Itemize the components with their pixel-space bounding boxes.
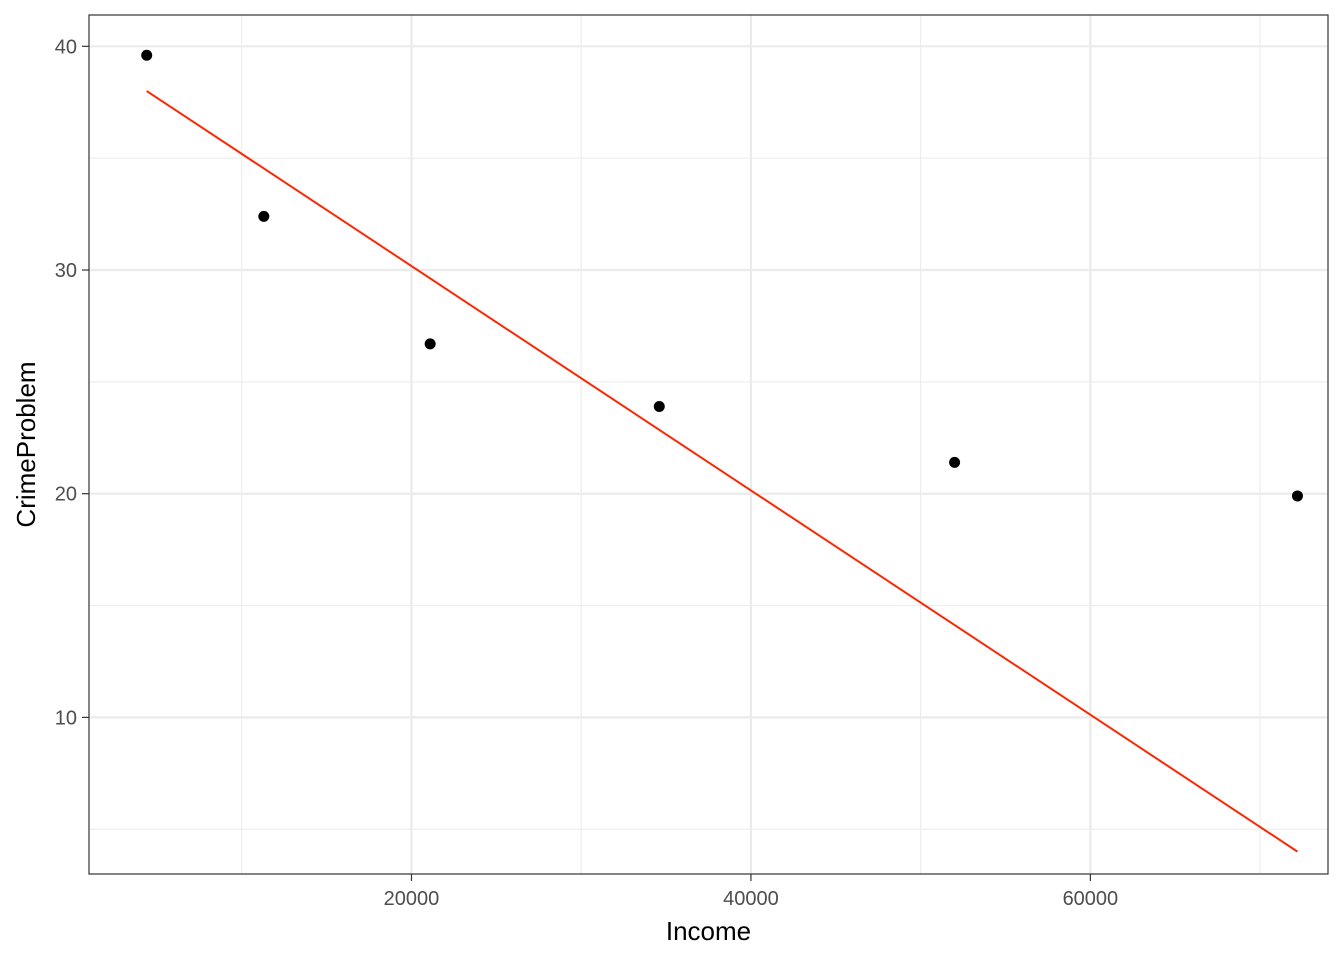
x-tick-label: 20000 (384, 888, 440, 910)
major-grid (89, 15, 1328, 874)
data-point (258, 210, 270, 222)
minor-grid (89, 15, 1328, 874)
x-tick-label: 40000 (723, 888, 779, 910)
data-point (141, 49, 153, 61)
fit-line-layer (146, 90, 1299, 853)
y-tick-label: 30 (55, 260, 77, 282)
y-tick-label: 40 (55, 36, 77, 58)
x-tick-label: 60000 (1063, 888, 1119, 910)
data-point (949, 456, 961, 468)
points-layer (141, 49, 1303, 502)
regression-line (146, 90, 1299, 853)
y-tick-label: 20 (55, 484, 77, 506)
x-axis: 20000 40000 60000 (384, 874, 1119, 910)
panel-border (88, 14, 1329, 875)
y-tick-label: 10 (55, 707, 77, 729)
x-axis-title: Income (666, 916, 751, 946)
data-point (1291, 490, 1303, 502)
y-axis: 10 20 30 40 (55, 36, 89, 729)
data-point (424, 338, 436, 350)
data-point (653, 400, 665, 412)
y-axis-title: CrimeProblem (11, 361, 41, 527)
